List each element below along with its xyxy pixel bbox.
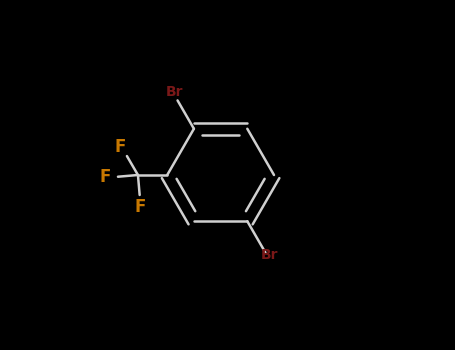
Text: Br: Br: [166, 85, 183, 99]
Text: F: F: [135, 198, 146, 216]
Text: Br: Br: [261, 248, 278, 262]
Text: F: F: [114, 139, 126, 156]
Text: F: F: [100, 168, 111, 186]
